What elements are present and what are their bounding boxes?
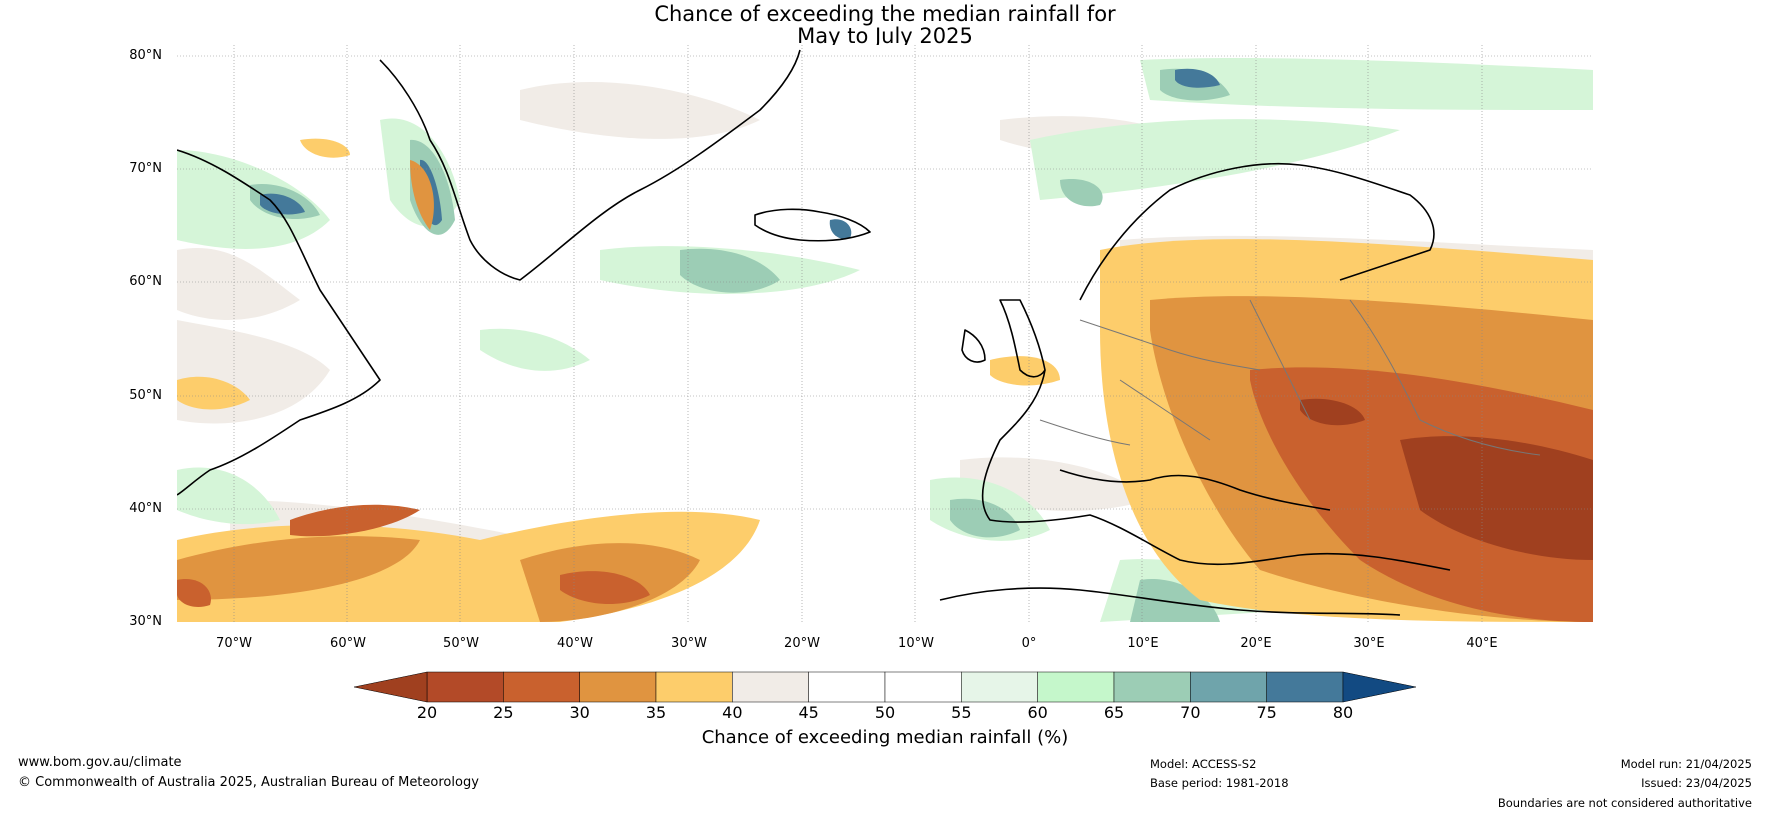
lat-label-60n: 60°N [129,274,162,289]
colorbar-cell [1113,671,1191,703]
map-area [177,45,1593,622]
footer-model-run: Model run: 21/04/2025 [1620,757,1752,771]
colorbar-tick-label: 50 [874,703,896,722]
lon-label-10e: 10°E [1127,636,1159,651]
country-borders [1039,299,1541,456]
colorbar-cell [961,671,1038,703]
colorbar-tick-label: 80 [1332,703,1354,722]
colorbar-low-extension [353,671,428,703]
british-isles-coast [961,299,1046,378]
colorbar-cell [808,671,886,703]
graticule [177,45,1593,622]
colorbar-cell [503,671,580,703]
lon-label-50w: 50°W [443,636,479,651]
colorbar-cell [884,671,962,703]
north-america-coast [177,149,381,496]
footer-website[interactable]: www.bom.gov.au/climate [18,755,182,770]
footer-model: Model: ACCESS-S2 [1150,757,1257,771]
colorbar-cell [426,671,504,703]
colorbar-tick-label: 75 [1256,703,1277,722]
probability-20-25-areas [1300,398,1593,560]
colorbar-tick-label: 60 [1027,703,1048,722]
colorbar-tick-label: 40 [722,703,743,722]
lon-label-20e: 20°E [1240,636,1272,651]
colorbar-cell [579,671,657,703]
lat-label-40n: 40°N [129,501,162,516]
greenland-coast [379,49,801,281]
lon-label-30e: 30°E [1353,636,1385,651]
footer-copyright: © Commonwealth of Australia 2025, Austra… [18,775,479,790]
iceland-coast [754,208,871,242]
lat-label-50n: 50°N [129,388,162,403]
colorbar-tick-label: 70 [1180,703,1201,722]
colorbar-cell [655,671,733,703]
colorbar-cell [732,671,809,703]
footer-disclaimer: Boundaries are not considered authoritat… [1497,796,1752,810]
lon-label-20w: 20°W [784,636,820,651]
footer-issued: Issued: 23/04/2025 [1641,776,1752,790]
colorbar-tick-label: 20 [416,703,438,722]
lon-label-30w: 30°W [671,636,707,651]
north-africa-coast [939,587,1401,616]
coastlines [177,49,1451,616]
lon-label-40e: 40°E [1466,636,1498,651]
scandinavia-coast [1079,162,1435,301]
lon-label-70w: 70°W [216,636,252,651]
lat-label-70n: 70°N [129,161,162,176]
colorbar [353,671,1417,703]
colorbar-cell [1266,671,1344,703]
lat-label-80n: 80°N [129,48,162,63]
lon-label-0: 0° [1021,636,1037,651]
colorbar-tick-label: 30 [569,703,590,722]
footer-base-period: Base period: 1981-2018 [1150,776,1289,790]
western-europe-coast [981,369,1451,571]
lon-label-60w: 60°W [330,636,366,651]
lon-label-40w: 40°W [557,636,593,651]
colorbar-high-extension [1342,671,1417,703]
mediterranean-coast [1059,469,1331,511]
colorbar-tick-label: 55 [951,703,972,722]
map-title-line1: Chance of exceeding the median rainfall … [654,2,1116,26]
colorbar-cell [1190,671,1267,703]
colorbar-label: Chance of exceeding median rainfall (%) [701,727,1069,748]
colorbar-tick-label: 65 [1103,703,1125,722]
colorbar-tick-label: 35 [645,703,667,722]
colorbar-tick-label: 45 [798,703,819,722]
map-title-line2: May to July 2025 [797,24,973,48]
colorbar-cell [1037,671,1115,703]
lat-label-30n: 30°N [129,614,162,629]
lon-label-10w: 10°W [898,636,934,651]
colorbar-tick-label: 25 [493,703,514,722]
